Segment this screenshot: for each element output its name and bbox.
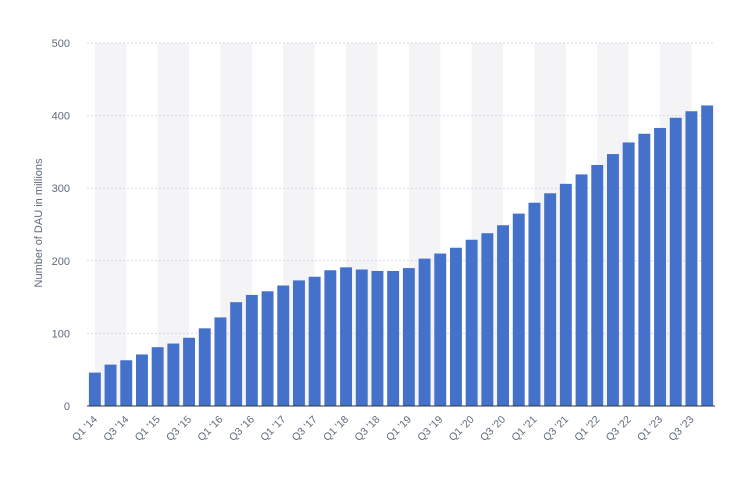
bar[interactable] bbox=[151, 347, 164, 406]
bar[interactable] bbox=[324, 270, 337, 406]
x-tick-label: Q1 '14 bbox=[70, 414, 100, 444]
bar[interactable] bbox=[245, 294, 258, 406]
bar[interactable] bbox=[418, 258, 431, 406]
x-tick-label: Q3 '17 bbox=[290, 414, 320, 444]
bar[interactable] bbox=[371, 270, 384, 406]
bar[interactable] bbox=[434, 253, 447, 406]
background-band bbox=[94, 43, 127, 406]
bar[interactable] bbox=[465, 239, 478, 406]
bar[interactable] bbox=[135, 354, 148, 406]
bar[interactable] bbox=[292, 280, 305, 406]
bar[interactable] bbox=[528, 202, 541, 406]
x-tick-label: Q1 '15 bbox=[133, 414, 163, 444]
bar[interactable] bbox=[88, 372, 101, 406]
bar[interactable] bbox=[497, 225, 510, 406]
x-tick-label: Q1 '23 bbox=[635, 414, 665, 444]
bar[interactable] bbox=[638, 133, 651, 406]
y-tick-label: 300 bbox=[52, 183, 70, 195]
x-tick-label: Q3 '18 bbox=[352, 414, 382, 444]
bar[interactable] bbox=[449, 247, 462, 406]
bar[interactable] bbox=[654, 127, 667, 406]
x-tick-label: Q3 '16 bbox=[227, 414, 257, 444]
bar[interactable] bbox=[606, 154, 619, 406]
x-tick-label: Q1 '21 bbox=[509, 414, 539, 444]
x-tick-label: Q1 '19 bbox=[384, 414, 414, 444]
bar[interactable] bbox=[387, 270, 400, 406]
bar[interactable] bbox=[622, 142, 635, 406]
bar[interactable] bbox=[575, 174, 588, 406]
bar[interactable] bbox=[481, 233, 494, 406]
y-tick-label: 200 bbox=[52, 256, 70, 268]
x-tick-label: Q1 '22 bbox=[572, 414, 602, 444]
x-tick-label: Q3 '23 bbox=[666, 414, 696, 444]
bar[interactable] bbox=[183, 337, 196, 406]
x-tick-label: Q1 '17 bbox=[258, 414, 288, 444]
x-tick-label: Q3 '15 bbox=[164, 414, 194, 444]
bar[interactable] bbox=[559, 183, 572, 406]
bar[interactable] bbox=[669, 117, 682, 406]
x-tick-label: Q3 '21 bbox=[541, 414, 571, 444]
bar[interactable] bbox=[277, 285, 290, 406]
bars bbox=[88, 105, 714, 406]
bar[interactable] bbox=[167, 343, 180, 406]
x-tick-label: Q1 '20 bbox=[447, 414, 477, 444]
x-tick-label: Q3 '22 bbox=[604, 414, 634, 444]
bar[interactable] bbox=[198, 328, 211, 406]
x-tick-label: Q1 '18 bbox=[321, 414, 351, 444]
x-tick-label: Q1 '16 bbox=[195, 414, 225, 444]
y-tick-label: 500 bbox=[52, 38, 70, 50]
x-tick-label: Q3 '14 bbox=[101, 414, 131, 444]
bar[interactable] bbox=[591, 164, 604, 406]
bar[interactable] bbox=[340, 267, 353, 406]
bar[interactable] bbox=[402, 268, 415, 406]
bar[interactable] bbox=[214, 317, 227, 406]
x-tick-label: Q3 '20 bbox=[478, 414, 508, 444]
bar[interactable] bbox=[261, 291, 274, 406]
bar[interactable] bbox=[544, 193, 557, 406]
y-tick-labels: 0 100 200 300 400 500 bbox=[52, 38, 70, 413]
x-tick-labels: Q1 '14 Q3 '14 Q1 '15 Q3 '15 Q1 '16 Q3 '16 Q1 '… bbox=[70, 414, 697, 444]
y-tick-label: 100 bbox=[52, 328, 70, 340]
y-tick-label: 0 bbox=[64, 401, 70, 413]
y-tick-label: 400 bbox=[52, 111, 70, 123]
bar[interactable] bbox=[230, 302, 243, 406]
bar[interactable] bbox=[120, 360, 133, 406]
bar[interactable] bbox=[308, 276, 321, 406]
bar[interactable] bbox=[685, 111, 698, 406]
bar[interactable] bbox=[104, 364, 117, 406]
x-tick-label: Q3 '19 bbox=[415, 414, 445, 444]
y-axis-label: Number of DAU in millions bbox=[33, 158, 45, 287]
bar[interactable] bbox=[355, 269, 368, 406]
bar[interactable] bbox=[512, 213, 525, 406]
gridlines bbox=[87, 42, 715, 334]
bar[interactable] bbox=[701, 105, 714, 406]
